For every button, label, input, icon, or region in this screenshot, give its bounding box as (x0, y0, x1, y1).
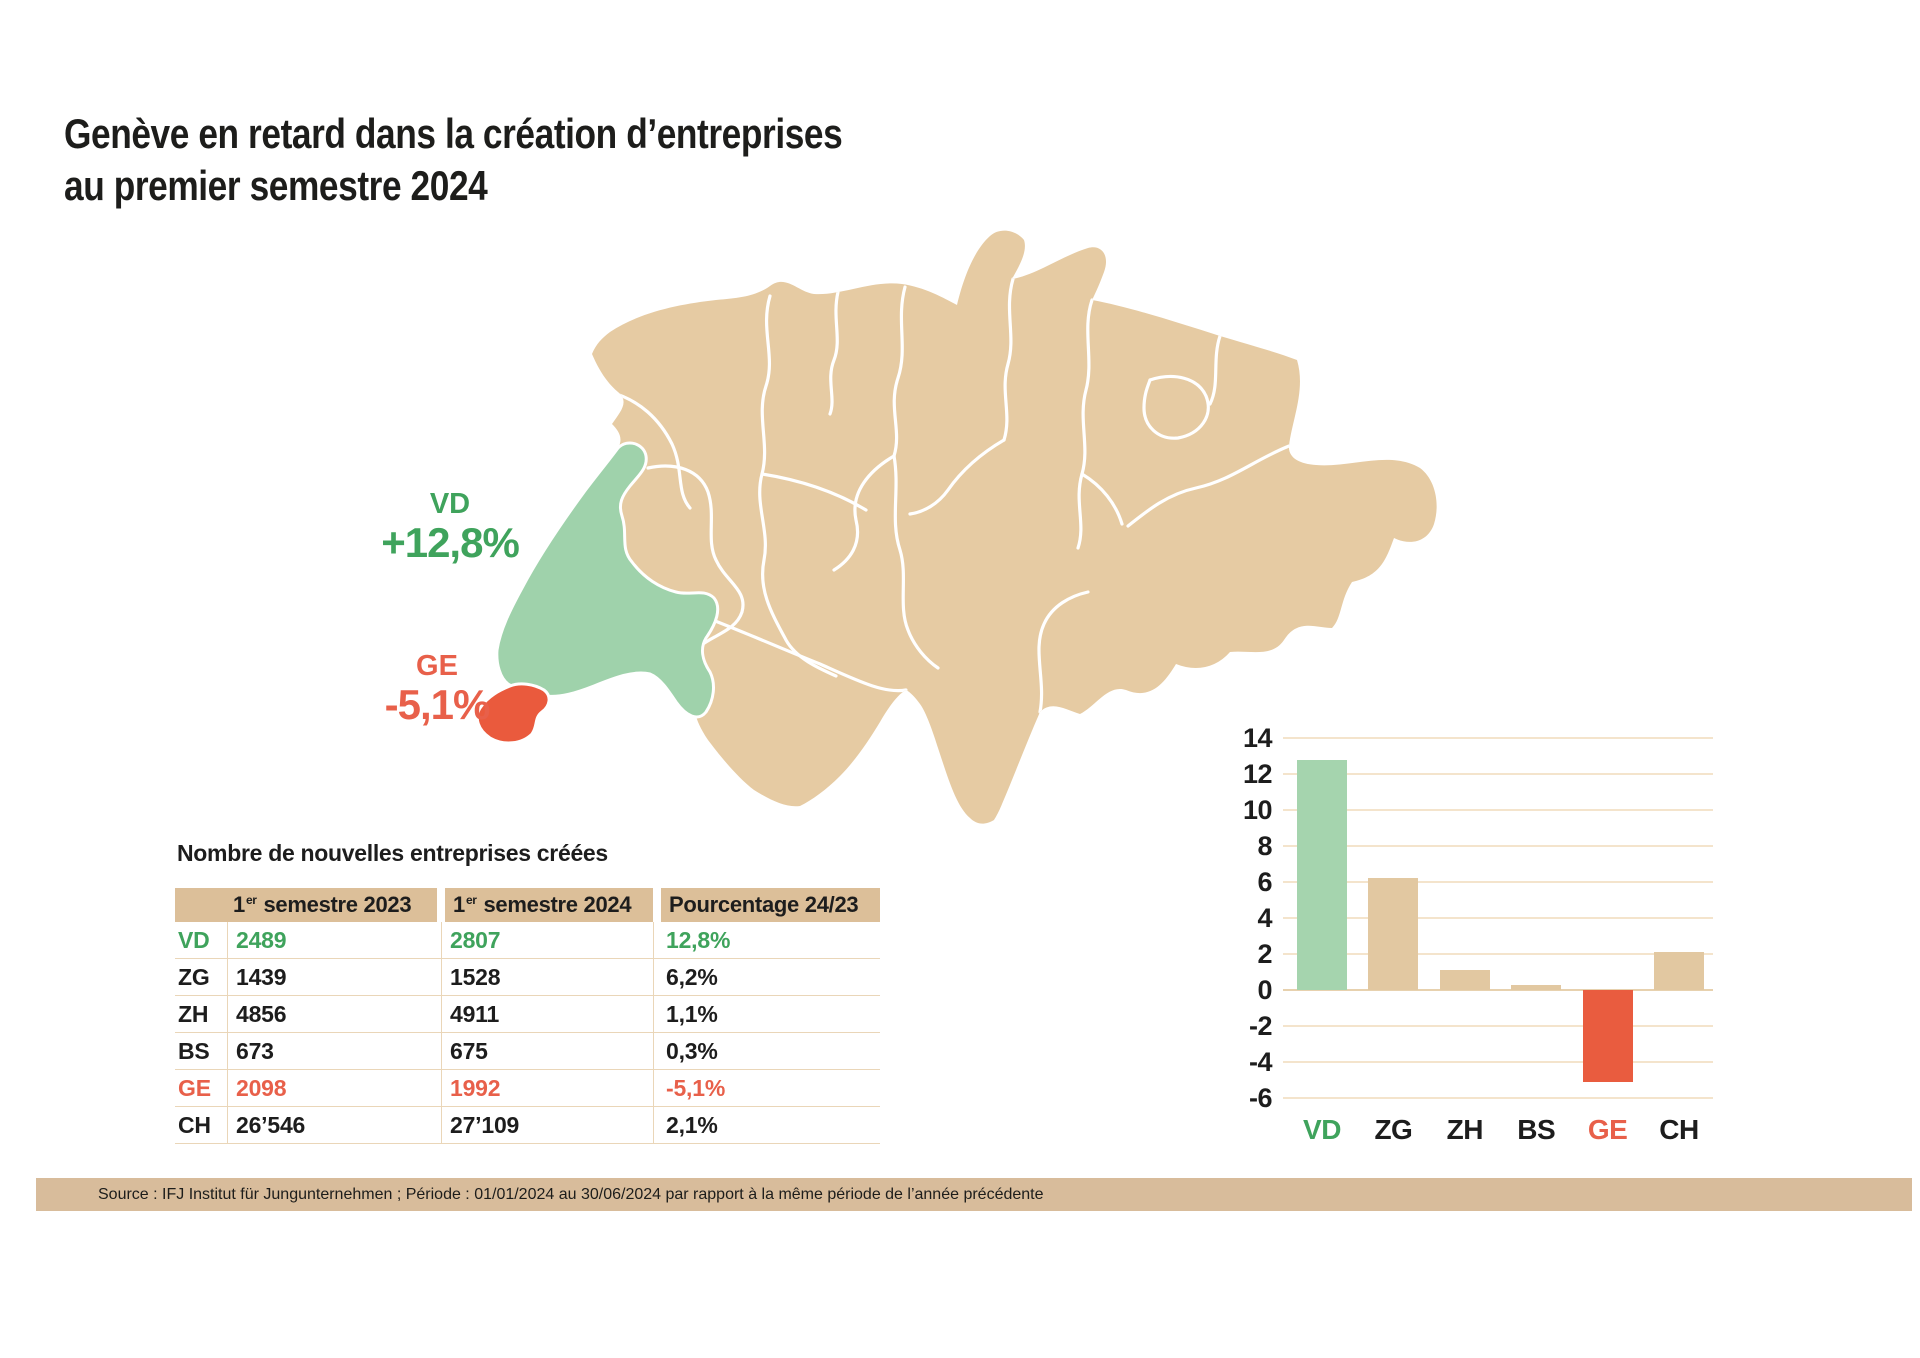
chart-ytick-label: 12 (1242, 759, 1273, 789)
table-row-ch: CH 26’546 27’109 2,1% (175, 1107, 880, 1144)
map-label-ge-code: GE (416, 650, 458, 682)
row-2023: 673 (227, 1033, 441, 1069)
chart-gridline (1283, 953, 1713, 955)
table-header-gap1 (437, 888, 445, 922)
chart-ytick-label: 4 (1257, 903, 1272, 933)
row-2023: 26’546 (227, 1107, 441, 1143)
switzerland-map-svg (475, 230, 1437, 824)
table-header-2023: 1er semestre 2023 (175, 888, 437, 922)
chart-ytick-label: -6 (1248, 1083, 1273, 1113)
row-pct: 6,2% (653, 959, 880, 995)
map-label-ge-value: -5,1% (384, 681, 491, 729)
source-text: Source : IFJ Institut für Jungunternehme… (98, 1185, 1044, 1203)
chart-xlabel-ge: GE (1587, 1114, 1628, 1145)
chart-xlabel-bs: BS (1517, 1114, 1556, 1145)
chart-xlabels: VD ZG ZH BS GE CH (1283, 1114, 1713, 1150)
chart-xlabel-zg: ZG (1374, 1114, 1413, 1145)
row-2023: 1439 (227, 959, 441, 995)
chart-bar-zh (1439, 970, 1490, 990)
chart-ytick-label: 10 (1242, 795, 1273, 825)
table-row-vd: VD 2489 2807 12,8% (175, 922, 880, 959)
row-code: GE (178, 1074, 211, 1101)
page-title-line1: Genève en retard dans la création d’entr… (64, 110, 843, 157)
table-row-zg: ZG 1439 1528 6,2% (175, 959, 880, 996)
table-header-pct: Pourcentage 24/23 (661, 888, 880, 922)
chart-bar-zg (1368, 878, 1419, 990)
row-2024: 675 (441, 1033, 653, 1069)
chart-xlabel-ch: CH (1659, 1114, 1699, 1145)
chart-bar-ge (1582, 990, 1633, 1082)
chart-bar-vd (1297, 759, 1347, 990)
row-code: VD (178, 926, 210, 953)
canton-ge-region (475, 682, 551, 745)
table-header-gap2 (653, 888, 661, 922)
map-label-ge: GE -5,1% (332, 650, 542, 729)
chart-xlabel-zh: ZH (1446, 1114, 1484, 1145)
table-header-2024: 1er semestre 2024 (445, 888, 653, 922)
table-header-row: 1er semestre 2023 1er semestre 2024 Pour… (175, 888, 880, 922)
row-2023: 2489 (227, 922, 441, 958)
chart-gridline (1283, 1025, 1713, 1027)
chart-gridline (1283, 845, 1713, 847)
row-2024: 27’109 (441, 1107, 653, 1143)
row-code: BS (178, 1037, 210, 1064)
chart-xlabel-vd: VD (1303, 1114, 1341, 1145)
row-pct: 2,1% (653, 1107, 880, 1143)
table-row-zh: ZH 4856 4911 1,1% (175, 996, 880, 1033)
chart-ytick-label: 6 (1257, 867, 1272, 897)
row-2024: 2807 (441, 922, 653, 958)
chart-ytick-label: 8 (1257, 831, 1272, 861)
row-pct: -5,1% (653, 1070, 880, 1106)
page-title: Genève en retard dans la création d’entr… (64, 108, 843, 212)
map-label-vd-code: VD (429, 488, 471, 520)
table-row-bs: BS 673 675 0,3% (175, 1033, 880, 1070)
companies-table: 1er semestre 2023 1er semestre 2024 Pour… (175, 888, 880, 1144)
row-2023: 2098 (227, 1070, 441, 1106)
map-label-vd: VD +12,8% (330, 488, 570, 567)
row-2023: 4856 (227, 996, 441, 1032)
chart-gridline (1283, 809, 1713, 811)
row-2024: 1528 (441, 959, 653, 995)
chart-gridline (1283, 989, 1713, 991)
chart-ytick-label: 0 (1257, 975, 1272, 1005)
percentage-bar-chart: 14 12 10 8 6 4 2 0 -2 -4 -6 VD ZG ZH BS GE CH (1180, 722, 1760, 1162)
switzerland-map (430, 180, 1460, 840)
row-pct: 0,3% (653, 1033, 880, 1069)
chart-gridline (1283, 737, 1713, 739)
chart-plot (1283, 737, 1713, 1099)
source-bar: Source : IFJ Institut für Jungunternehme… (36, 1178, 1912, 1211)
chart-gridline (1283, 1097, 1713, 1099)
table-row-ge: GE 2098 1992 -5,1% (175, 1070, 880, 1107)
canton-vd-region (495, 441, 720, 719)
row-2024: 1992 (441, 1070, 653, 1106)
chart-ytick-label: 14 (1242, 723, 1273, 753)
page-title-line2: au premier semestre 2024 (64, 162, 488, 209)
chart-gridline (1283, 917, 1713, 919)
chart-bar-bs (1511, 984, 1562, 990)
row-2024: 4911 (441, 996, 653, 1032)
table-title: Nombre de nouvelles entreprises créées (177, 840, 608, 866)
row-pct: 12,8% (653, 922, 880, 958)
row-code: CH (178, 1111, 211, 1138)
map-country-shape (496, 230, 1437, 824)
row-code: ZG (178, 963, 210, 990)
chart-gridline (1283, 773, 1713, 775)
chart-bar-ch (1654, 952, 1704, 990)
chart-ytick-label: -4 (1248, 1047, 1273, 1077)
chart-gridline (1283, 1061, 1713, 1063)
map-label-vd-value: +12,8% (381, 519, 520, 567)
row-code: ZH (178, 1000, 209, 1027)
row-pct: 1,1% (653, 996, 880, 1032)
chart-ytick-label: -2 (1248, 1011, 1273, 1041)
chart-gridline (1283, 881, 1713, 883)
chart-ytick-label: 2 (1257, 939, 1272, 969)
